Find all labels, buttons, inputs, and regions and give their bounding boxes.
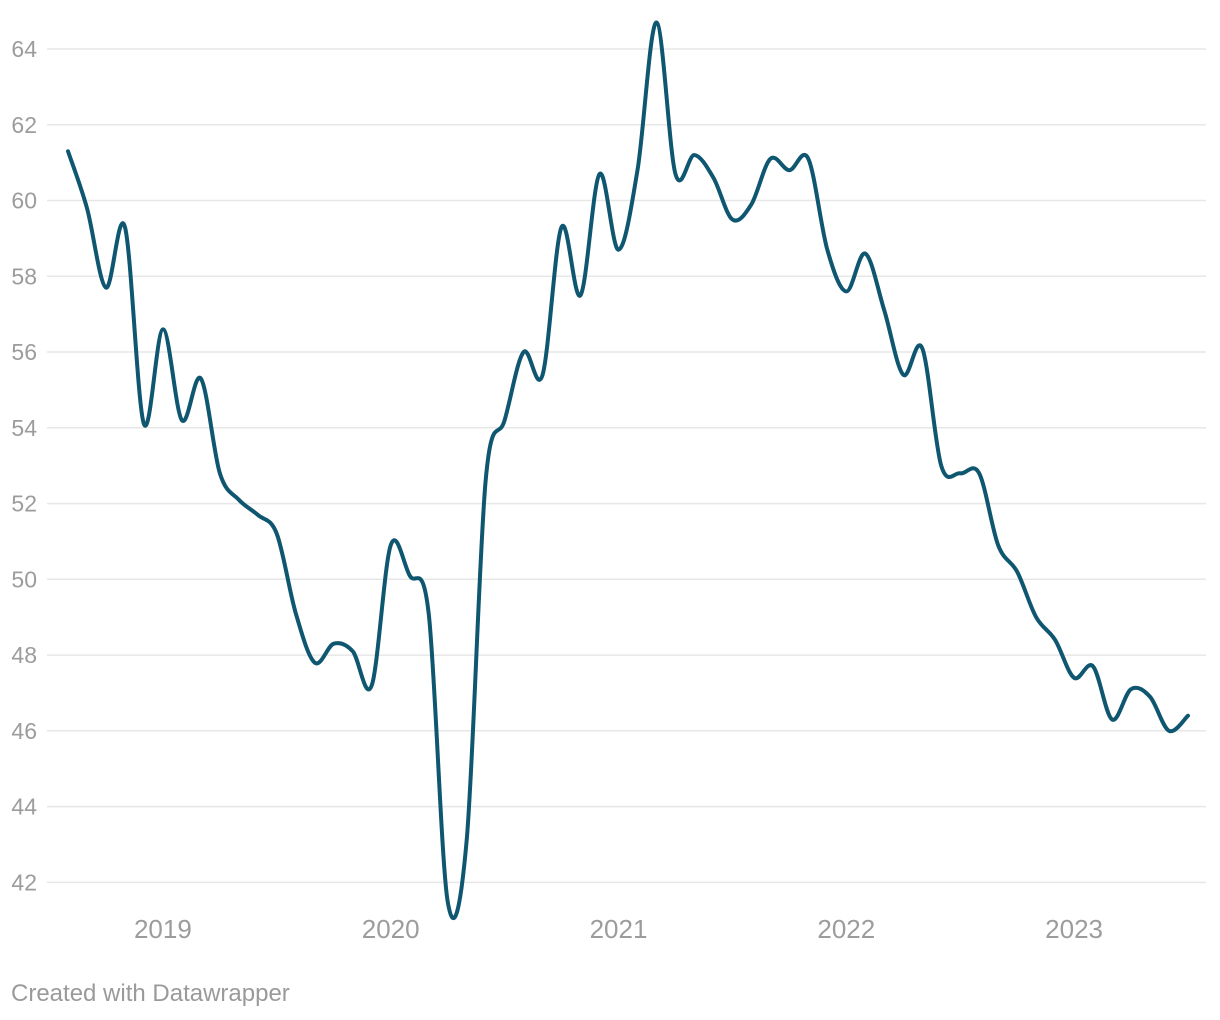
x-axis-tick-label: 2021 <box>590 914 648 944</box>
y-axis-tick-label: 64 <box>11 36 37 62</box>
y-axis-tick-label: 60 <box>11 188 37 214</box>
line-chart: 42 44 46 48 50 52 54 56 58 60 62 64 2019 2020 2021 2022… <box>11 20 1206 944</box>
y-axis-tick-label: 62 <box>11 112 37 138</box>
y-axis-tick-label: 52 <box>11 491 37 517</box>
y-axis-tick-label: 54 <box>11 415 37 441</box>
y-axis-tick-label: 44 <box>11 794 37 820</box>
y-axis-tick-label: 42 <box>11 869 37 895</box>
y-axis-tick-label: 50 <box>11 566 37 592</box>
x-axis-labels: 2019 2020 2021 2022 2023 <box>134 914 1103 944</box>
x-axis-tick-label: 2019 <box>134 914 192 944</box>
y-axis-tick-label: 58 <box>11 263 37 289</box>
y-axis-tick-label: 46 <box>11 718 37 744</box>
y-axis-labels: 42 44 46 48 50 52 54 56 58 60 62 64 <box>11 36 37 895</box>
x-axis-tick-label: 2022 <box>817 914 875 944</box>
datawrapper-credit: Created with Datawrapper <box>11 980 290 1007</box>
y-axis-tick-label: 56 <box>11 339 37 365</box>
x-axis-tick-label: 2020 <box>362 914 420 944</box>
data-line-series <box>66 20 1190 920</box>
y-axis-tick-label: 48 <box>11 642 37 668</box>
gridlines <box>47 48 1206 884</box>
x-axis-tick-label: 2023 <box>1045 914 1103 944</box>
